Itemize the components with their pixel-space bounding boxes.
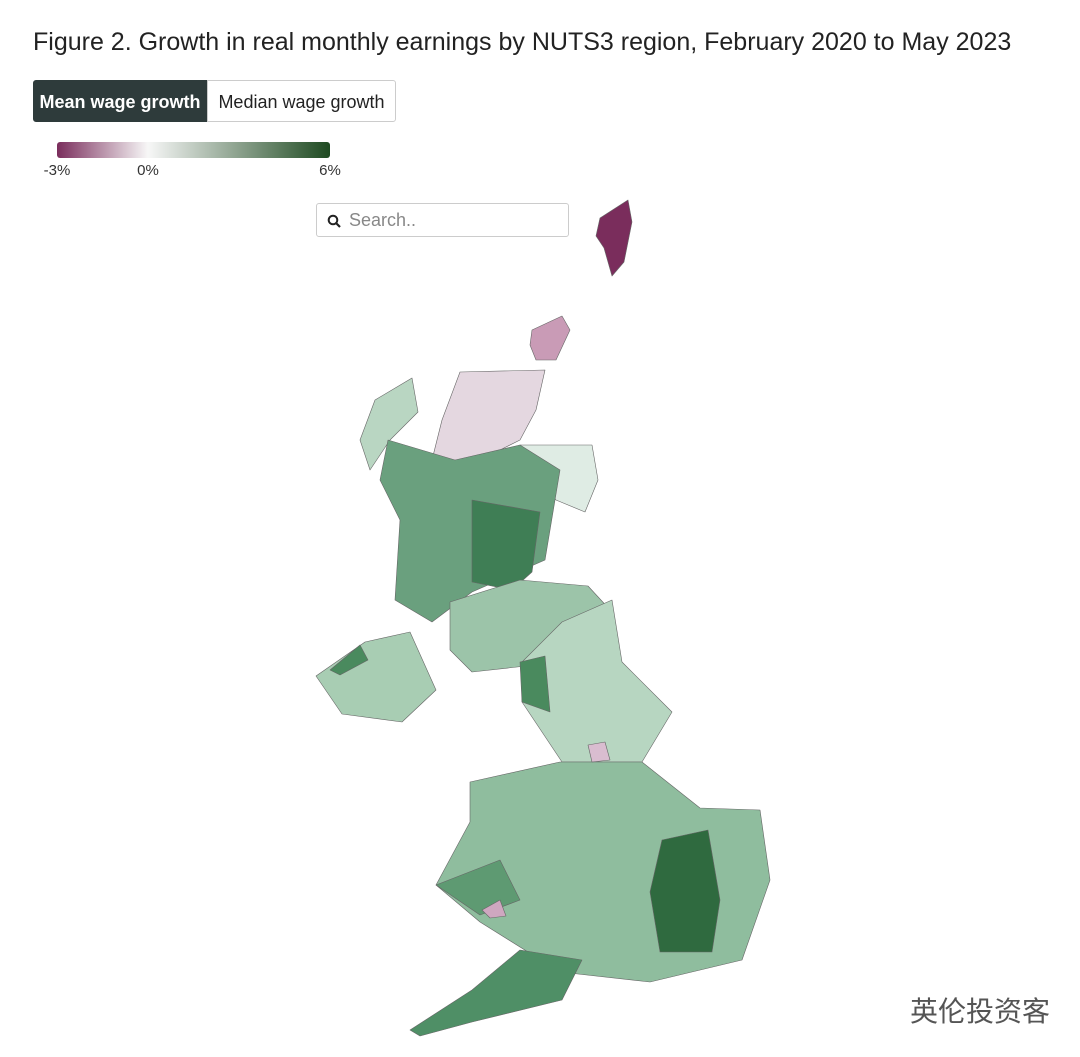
region — [315, 631, 437, 723]
region — [519, 655, 551, 713]
legend-tick-label: 0% — [137, 162, 159, 179]
region — [649, 829, 721, 953]
region — [435, 859, 521, 916]
region — [379, 439, 561, 623]
search-placeholder: Search.. — [349, 210, 417, 230]
search-box[interactable]: Search.. — [316, 203, 569, 237]
legend: -3% 0% 6% — [44, 142, 341, 179]
region — [587, 741, 611, 763]
title: Figure 2. Growth in real monthly earning… — [33, 28, 1012, 56]
region — [519, 444, 599, 513]
region — [481, 899, 507, 919]
region — [529, 315, 571, 361]
tab[interactable]: Mean wage growth — [33, 80, 207, 122]
region — [435, 761, 771, 983]
region — [409, 949, 583, 1037]
watermark: 英伦投资客 — [910, 996, 1051, 1027]
search-icon — [327, 214, 341, 228]
region — [329, 644, 369, 676]
legend-tick-label: -3% — [44, 162, 71, 179]
region — [595, 199, 633, 277]
legend-bar — [57, 142, 330, 158]
region — [471, 499, 541, 591]
region — [359, 377, 419, 471]
legend-tick-label: 6% — [319, 162, 341, 179]
region — [449, 579, 613, 673]
region — [521, 599, 673, 763]
region — [429, 369, 546, 469]
tab[interactable]: Median wage growth — [207, 80, 396, 122]
